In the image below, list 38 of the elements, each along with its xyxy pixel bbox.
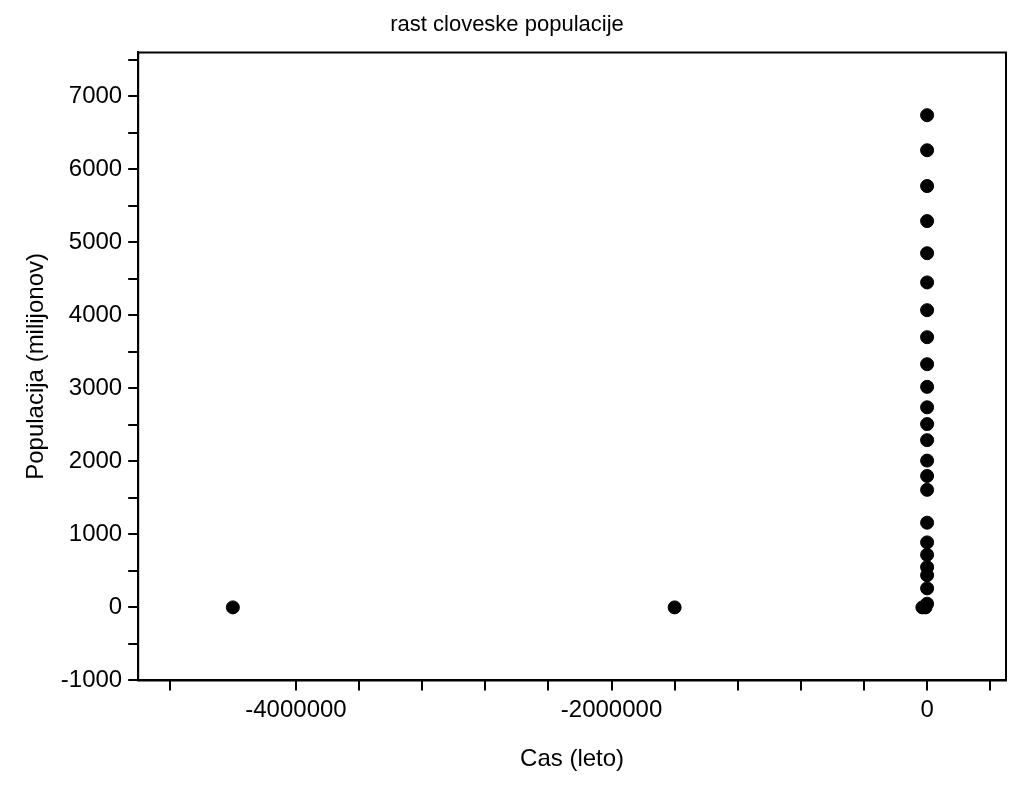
point — [920, 535, 935, 550]
x-tick-label: -4000000 — [245, 695, 347, 723]
point — [920, 468, 935, 483]
x-axis-title: Cas (leto) — [520, 744, 625, 772]
point — [920, 400, 935, 415]
y-tick-label: 6000 — [68, 153, 123, 181]
point — [225, 600, 240, 615]
point — [920, 596, 935, 611]
point — [920, 433, 935, 448]
point — [920, 515, 935, 530]
point — [920, 108, 935, 123]
y-tick-label: -1000 — [60, 665, 123, 693]
point — [920, 453, 935, 468]
point — [920, 179, 935, 194]
point — [920, 417, 935, 432]
y-tick-label: 7000 — [68, 80, 123, 108]
y-tick-label: 4000 — [68, 299, 123, 327]
point — [920, 214, 935, 229]
y-tick-label: 5000 — [68, 226, 123, 254]
point — [920, 275, 935, 290]
point — [920, 581, 935, 596]
point — [920, 482, 935, 497]
point — [920, 547, 935, 562]
y-tick-label: 2000 — [68, 445, 123, 473]
chart-title: rast cloveske populacije — [390, 11, 624, 37]
point — [920, 303, 935, 318]
y-tick-label: 0 — [108, 592, 123, 619]
y-axis-title: Populacija (milijonov) — [21, 253, 49, 480]
point — [920, 357, 935, 372]
point — [920, 330, 935, 345]
y-tick-label: 1000 — [68, 518, 123, 546]
point — [667, 600, 682, 615]
x-tick-label: -2000000 — [560, 695, 663, 723]
point — [920, 379, 935, 394]
y-tick-label: 3000 — [68, 372, 123, 400]
point — [920, 246, 935, 261]
point — [920, 143, 935, 158]
x-tick-label: 0 — [920, 695, 934, 723]
